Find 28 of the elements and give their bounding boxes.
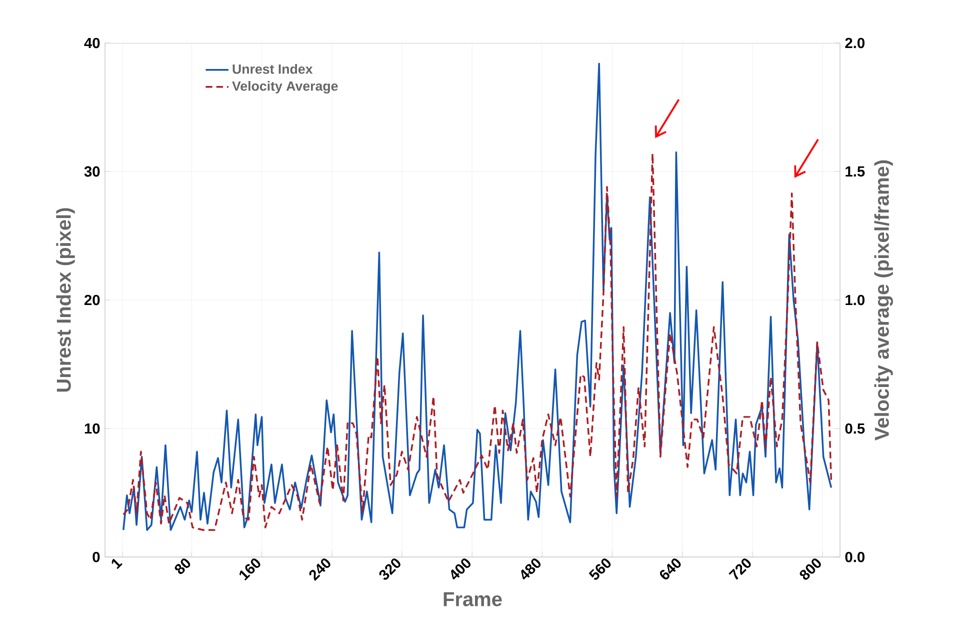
y2-tick-label: 1.0: [846, 294, 864, 306]
x-tick-label: 720: [728, 558, 751, 580]
y-tick-label: 20: [84, 294, 100, 306]
x-tick-label: 160: [239, 558, 260, 581]
x-axis-title: Frame: [444, 592, 502, 606]
legend-label: Unrest Index: [232, 64, 313, 74]
y2-tick-label: 0.5: [845, 423, 865, 434]
y-axis-title: Unrest Index (pixel): [56, 208, 75, 392]
x-tick-label: 240: [309, 558, 330, 581]
x-tick-label: 80: [174, 558, 190, 574]
y-tick-label: 40: [84, 38, 100, 48]
x-tick-label: 800: [800, 558, 821, 580]
y2-tick-label: 0.0: [845, 552, 864, 562]
y-tick-label: 10: [84, 423, 100, 434]
y2-axis-title: Velocity average (pixel/frame): [874, 160, 893, 440]
legend-label: Velocity Average: [232, 81, 338, 94]
x-tick-label: 560: [588, 558, 611, 580]
y-tick-label: 30: [84, 166, 100, 177]
y2-tick-label: 1.5: [846, 166, 865, 177]
y2-tick-label: 2.0: [845, 38, 864, 48]
y-tick-label: 0: [92, 552, 100, 562]
line-series: [122, 62, 832, 531]
line-series: [122, 152, 832, 531]
x-tick-label: 1: [112, 558, 122, 570]
x-tick-label: 640: [660, 558, 681, 580]
x-tick-label: 400: [451, 558, 470, 580]
x-tick-label: 480: [521, 558, 541, 580]
x-tick-label: 320: [379, 558, 400, 580]
